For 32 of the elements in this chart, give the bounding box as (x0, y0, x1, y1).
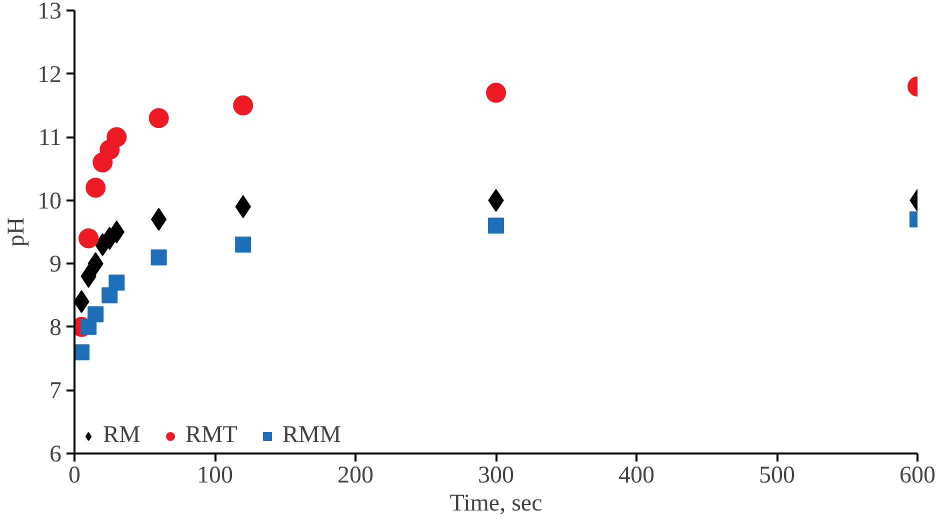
y-tick-label: 12 (38, 62, 62, 88)
y-tick-label: 6 (50, 442, 62, 468)
point (74, 344, 90, 360)
point (108, 274, 125, 291)
x-tick-label: 400 (618, 462, 654, 488)
point (88, 306, 104, 322)
y-tick-label: 13 (38, 0, 62, 24)
y-tick-label: 10 (38, 188, 62, 214)
point (102, 287, 118, 304)
x-tick-label: 300 (478, 462, 514, 488)
legend-label: RM (103, 422, 140, 449)
y-tick-label: 9 (50, 252, 62, 278)
x-tick-label: 600 (900, 462, 936, 488)
y-tick-label: 11 (38, 125, 62, 152)
point (150, 249, 167, 266)
point (148, 108, 169, 128)
x-tick-label: 100 (197, 462, 233, 488)
y-axis-title: pH (4, 217, 30, 247)
point (233, 95, 254, 116)
x-axis-title: Time, sec (450, 490, 542, 516)
point (78, 228, 99, 248)
point (106, 127, 127, 148)
x-tick-label: 500 (759, 462, 795, 488)
legend-label: RMM (282, 422, 342, 449)
y-tick-label: 8 (50, 314, 62, 341)
x-tick-label: 200 (338, 462, 374, 488)
legend-label: RMT (185, 422, 238, 449)
point (235, 236, 252, 253)
x-tick-label: 0 (68, 462, 80, 488)
point (150, 208, 167, 231)
point (86, 178, 106, 198)
y-tick-label: 7 (50, 378, 62, 404)
